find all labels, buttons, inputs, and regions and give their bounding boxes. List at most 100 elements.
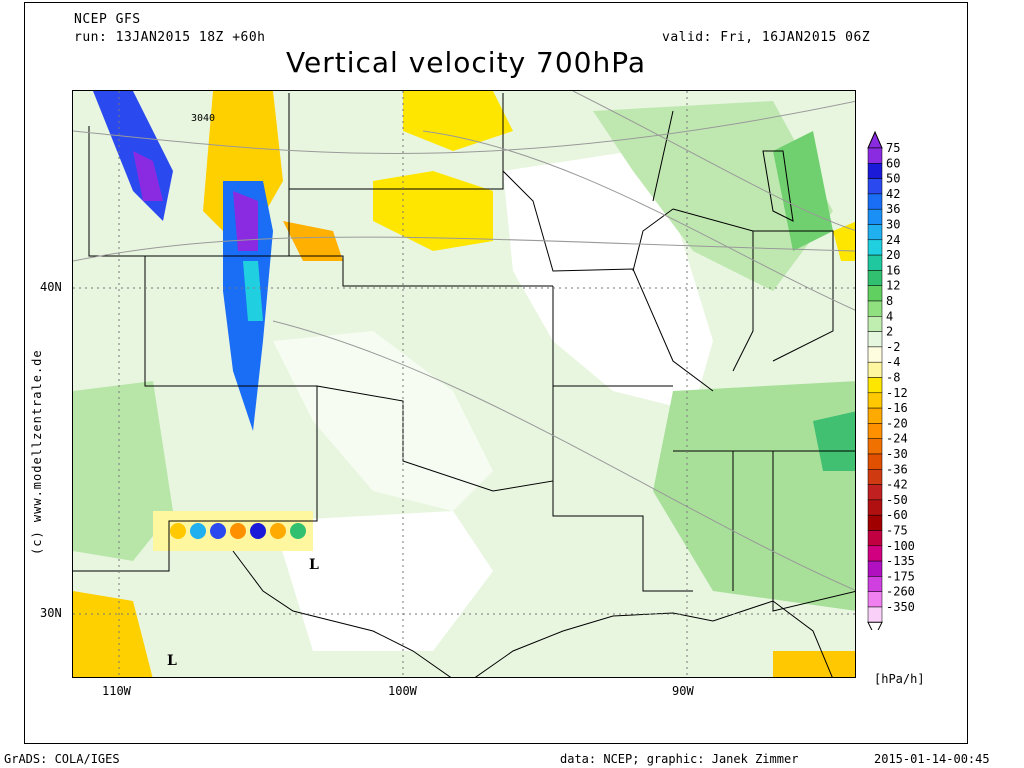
- legend-swatch: [867, 163, 883, 179]
- legend-tick-label: 2: [886, 325, 893, 339]
- legend-swatch: [867, 453, 883, 470]
- yellow-region-north: [403, 91, 513, 151]
- legend-swatch: [867, 514, 883, 531]
- lon-label-110w: 110W: [102, 684, 131, 698]
- low-marker-texas: L: [309, 557, 319, 573]
- lat-label-30n: 30N: [40, 606, 62, 620]
- legend-swatch: [867, 423, 883, 439]
- wave-cell: [210, 523, 226, 539]
- legend-tick-label: -24: [886, 432, 908, 446]
- cyan-band-rockies: [243, 261, 263, 321]
- legend-tick-label: -2: [886, 340, 900, 354]
- legend-tick-label: 30: [886, 218, 900, 232]
- legend-tick-label: -260: [886, 585, 915, 599]
- legend-tick-label: 12: [886, 279, 900, 293]
- purple-core-rockies: [233, 191, 258, 251]
- contour-label: 3040: [191, 113, 215, 124]
- lat-label-40n: 40N: [40, 280, 62, 294]
- map-title: Vertical velocity 700hPa: [286, 46, 647, 79]
- legend-swatch: [867, 499, 883, 516]
- run-label: run: 13JAN2015 18Z +60h: [74, 30, 266, 45]
- green-region-southeast: [653, 381, 855, 611]
- wave-cell: [250, 523, 266, 539]
- white-region-texas: [273, 511, 493, 651]
- legend-swatch: [867, 147, 883, 164]
- legend-swatch: [867, 591, 883, 608]
- legend-swatch: [867, 316, 883, 332]
- legend-swatch: [867, 576, 883, 592]
- legend-swatch: [867, 377, 883, 394]
- legend-tick-label: -100: [886, 539, 915, 553]
- legend-swatch: [867, 606, 883, 623]
- legend-tick-label: 60: [886, 156, 900, 170]
- legend-swatch: [867, 331, 883, 348]
- map-area: 3040 L L: [72, 90, 856, 678]
- geopotential-lines: [73, 91, 855, 591]
- white-region-plains: [273, 331, 493, 511]
- plot-frame: [24, 2, 968, 744]
- legend-swatch: [867, 530, 883, 547]
- footer-right: 2015-01-14-00:45: [874, 752, 990, 766]
- lon-label-90w: 90W: [672, 684, 694, 698]
- legend-swatch: [867, 392, 883, 409]
- legend-tick-label: -75: [886, 524, 908, 538]
- legend-tick-label: 42: [886, 187, 900, 201]
- wave-cell: [230, 523, 246, 539]
- legend-swatch: [867, 545, 883, 562]
- legend-tick-label: -30: [886, 447, 908, 461]
- legend-tick-label: -350: [886, 600, 915, 614]
- purple-core-northwest: [133, 151, 163, 201]
- map-svg: 3040 L L: [73, 91, 855, 677]
- legend-swatch: [867, 407, 883, 424]
- legend-swatch: [867, 469, 883, 485]
- legend-swatch: [867, 193, 883, 210]
- legend-tick-label: -36: [886, 462, 908, 476]
- legend-swatch: [867, 484, 883, 501]
- graticule: [73, 91, 855, 677]
- legend-arrow-bottom: [867, 621, 883, 638]
- legend-svg: 75605042363024201612842-2-4-8-12-16-20-2…: [867, 130, 915, 638]
- legend-tick-label: -175: [886, 569, 915, 583]
- legend-swatch: [867, 208, 883, 225]
- legend-swatch: [867, 178, 883, 195]
- legend-tick-label: -135: [886, 554, 915, 568]
- legend-swatch: [867, 361, 883, 378]
- legend-tick-label: -4: [886, 355, 900, 369]
- legend-tick-label: 4: [886, 309, 893, 323]
- legend-swatch: [867, 560, 883, 577]
- legend-tick-label: -60: [886, 508, 908, 522]
- footer-center: data: NCEP; graphic: Janek Zimmer: [560, 752, 799, 766]
- legend-swatch: [867, 285, 883, 302]
- green-region-michigan: [773, 131, 833, 251]
- sidebar-copyright: (c) www.modellzentrale.de: [30, 349, 44, 555]
- low-marker-mexico: L: [167, 653, 177, 669]
- coastline-gulf: [474, 600, 833, 677]
- legend-unit: [hPa/h]: [874, 672, 925, 686]
- state-borders: [73, 93, 855, 612]
- legend-swatch: [867, 346, 883, 363]
- orange-region-rockies: [283, 221, 343, 261]
- yellow-region-mexico: [73, 591, 153, 677]
- wave-cell: [270, 523, 286, 539]
- legend-tick-label: -8: [886, 371, 900, 385]
- lon-label-100w: 100W: [388, 684, 417, 698]
- legend-swatch: [867, 254, 883, 271]
- coastline-texas: [232, 550, 452, 677]
- legend-tick-label: -20: [886, 416, 908, 430]
- legend-tick-label: -16: [886, 401, 908, 415]
- white-region-midwest: [503, 151, 713, 411]
- legend-swatch: [867, 270, 883, 286]
- green-region-georgia: [813, 411, 855, 471]
- green-region-greatlakes: [593, 101, 833, 291]
- yellow-region-florida: [773, 651, 855, 677]
- model-label: NCEP GFS: [74, 12, 141, 27]
- legend-swatch: [867, 224, 883, 241]
- green-region-west: [73, 381, 173, 561]
- legend-swatch: [867, 300, 883, 317]
- legend-swatch: [867, 239, 883, 256]
- legend-arrow-top: [867, 130, 883, 149]
- legend-swatch: [867, 438, 883, 455]
- legend-tick-label: 36: [886, 202, 900, 216]
- legend-tick-label: 20: [886, 248, 900, 262]
- legend-tick-label: -42: [886, 478, 908, 492]
